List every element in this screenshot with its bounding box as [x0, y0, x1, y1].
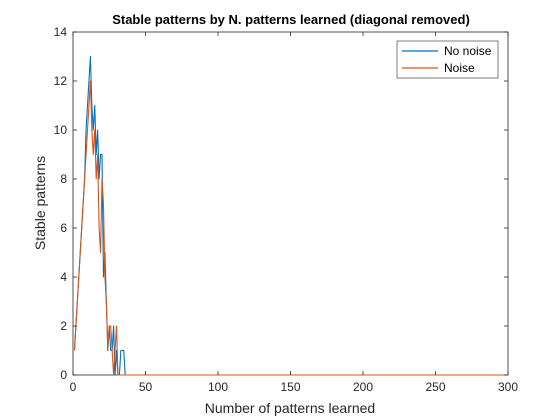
x-tick-label: 150	[280, 380, 300, 394]
x-tick-label: 250	[425, 380, 445, 394]
y-tick-label: 0	[60, 368, 67, 382]
x-tick-label: 50	[139, 380, 153, 394]
y-axis-title: Stable patterns	[32, 156, 48, 250]
y-tick-label: 12	[54, 74, 68, 88]
y-tick-label: 4	[60, 270, 67, 284]
x-axis-title: Number of patterns learned	[205, 400, 375, 416]
x-tick-label: 0	[70, 380, 77, 394]
x-tick-label: 200	[353, 380, 373, 394]
chart-title: Stable patterns by N. patterns learned (…	[112, 12, 470, 27]
legend-label: Noise	[444, 61, 475, 75]
legend-label: No noise	[444, 44, 492, 58]
y-tick-label: 10	[54, 123, 68, 137]
y-tick-label: 8	[60, 172, 67, 186]
axes-box	[73, 32, 508, 375]
plot-area: 0 50 100 150 200 250 300 0 2 4 6 8 10 12 14	[54, 25, 519, 394]
x-tick-label: 100	[208, 380, 228, 394]
x-tick-label: 300	[498, 380, 518, 394]
y-tick-label: 6	[60, 221, 67, 235]
legend: No noise Noise	[397, 41, 498, 78]
y-tick-label: 14	[54, 25, 68, 39]
y-tick-label: 2	[60, 319, 67, 333]
